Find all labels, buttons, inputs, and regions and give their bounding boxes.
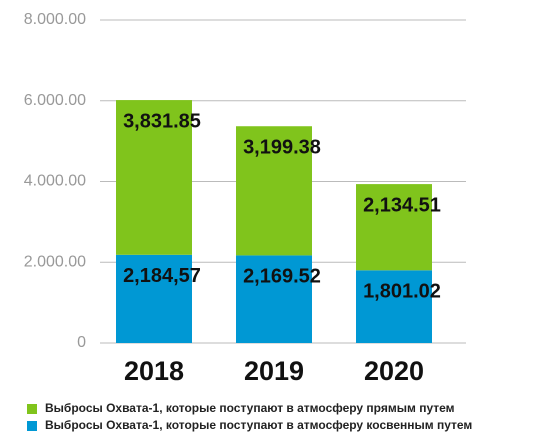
- value-label: 1,801.02: [363, 281, 441, 303]
- value-label: 3,199.38: [243, 137, 321, 159]
- y-tick-label: 0: [77, 334, 86, 351]
- value-label: 2,134.51: [363, 194, 441, 216]
- y-tick-label: 8.000.00: [24, 11, 86, 28]
- x-tick-label: 2019: [244, 356, 304, 386]
- bar-segment: [236, 255, 312, 343]
- value-label: 2,184,57: [123, 265, 201, 287]
- bar-segment: [356, 270, 432, 343]
- bar-segment: [236, 126, 312, 256]
- y-tick-label: 2.000.00: [24, 253, 86, 270]
- bar-segment: [356, 184, 432, 271]
- bar-segment: [116, 100, 192, 255]
- bar-segment: [116, 254, 192, 343]
- value-label: 2,169.52: [243, 266, 321, 288]
- legend-swatch: [27, 421, 37, 431]
- value-label: 3,831.85: [123, 110, 201, 132]
- y-tick-label: 6.000.00: [24, 92, 86, 109]
- x-tick-label: 2018: [124, 356, 184, 386]
- y-tick-label: 4.000.00: [24, 173, 86, 190]
- legend-label: Выбросы Охвата-1, которые поступают в ат…: [45, 418, 472, 432]
- legend-swatch: [27, 404, 37, 414]
- x-tick-label: 2020: [364, 356, 424, 386]
- legend-label: Выбросы Охвата-1, которые поступают в ат…: [45, 401, 455, 415]
